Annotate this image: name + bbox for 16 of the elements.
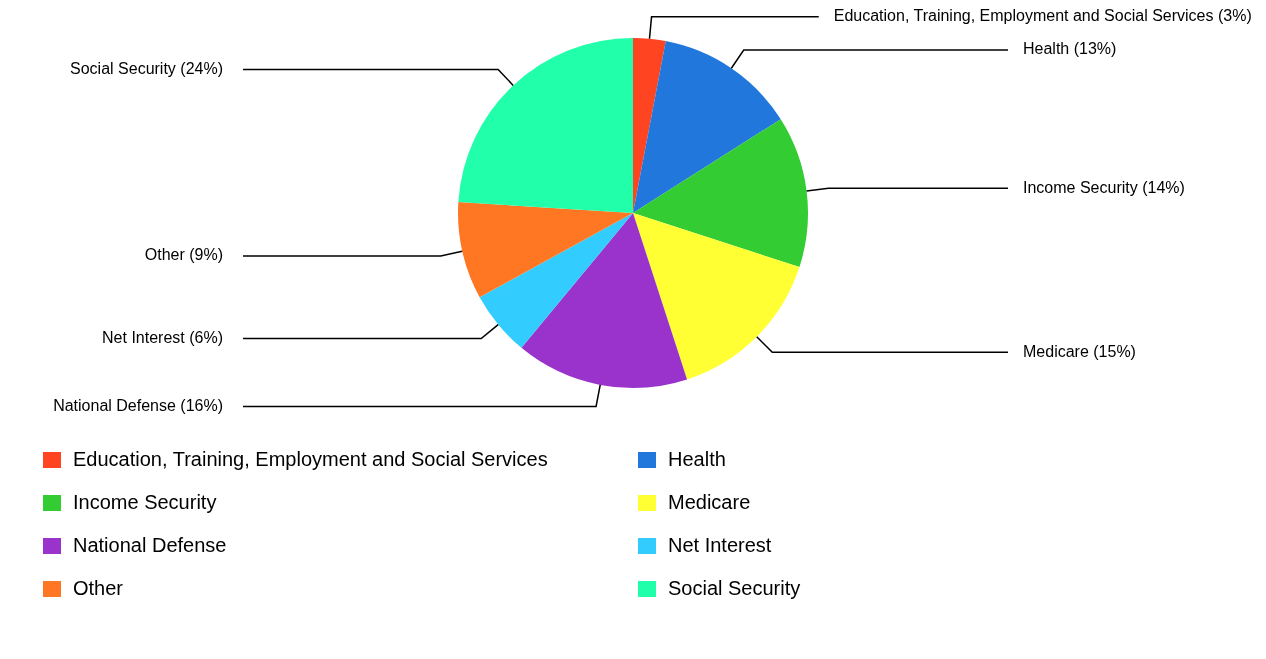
legend-label: Social Security (668, 577, 801, 600)
legend-label: Health (668, 448, 726, 471)
legend-label: Income Security (73, 491, 217, 514)
category-label: Net Interest (6%) (102, 328, 223, 346)
category-label: Education, Training, Employment and Social Services (3%) (833, 7, 1252, 25)
legend-label: Other (73, 577, 124, 600)
category-label: Other (9%) (144, 246, 223, 264)
category-label: National Defense (16%) (53, 396, 223, 414)
legend-label: National Defense (73, 534, 227, 557)
category-label: Medicare (15%) (1023, 342, 1136, 360)
legend-label: Net Interest (668, 534, 772, 557)
legend-label: Medicare (668, 491, 751, 514)
legend-label: Education, Training, Employment and Social Services (73, 448, 548, 471)
category-label: Income Security (14%) (1023, 178, 1185, 196)
category-label: Social Security (24%) (70, 59, 223, 77)
category-label: Health (13%) (1023, 40, 1117, 58)
